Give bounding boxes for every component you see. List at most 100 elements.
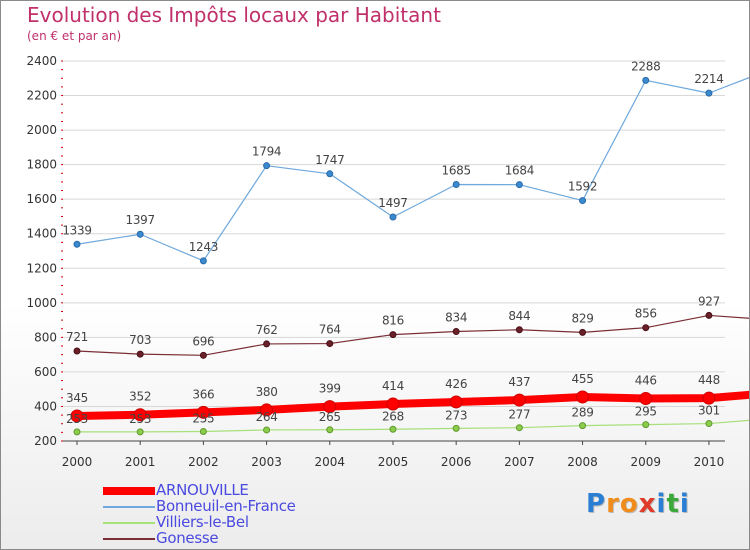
data-point-gonesse	[579, 328, 587, 336]
data-label-arnouville: 345	[66, 391, 88, 405]
data-label-bonneuil-en-france: 1497	[378, 196, 407, 210]
data-label-villiers-le-bel: 264	[256, 410, 278, 424]
legend-label: Gonesse	[156, 529, 219, 547]
x-tick-label: 2004	[315, 455, 346, 469]
legend-label: ARNOUVILLE	[156, 481, 249, 499]
legend-swatch	[103, 487, 155, 495]
x-tick-label: 2000	[62, 455, 93, 469]
x-tick-label: 2003	[251, 455, 282, 469]
data-label-arnouville: 448	[698, 373, 720, 387]
data-point-arnouville	[702, 391, 716, 405]
legend-label: Bonneuil-en-France	[156, 497, 296, 515]
x-tick-label: 2008	[567, 455, 598, 469]
data-label-gonesse: 844	[508, 309, 530, 323]
data-point-gonesse	[199, 351, 207, 359]
data-point-villiers-le-bel	[705, 420, 713, 428]
x-tick-label: 2005	[378, 455, 409, 469]
data-point-arnouville	[133, 408, 147, 422]
data-label-gonesse: 834	[445, 310, 467, 324]
data-label-villiers-le-bel: 289	[572, 406, 594, 420]
series-line-villiers-le-bel	[77, 419, 749, 433]
data-label-bonneuil-en-france: 1243	[189, 240, 218, 254]
data-label-villiers-le-bel: 265	[319, 410, 341, 424]
legend-swatch	[103, 522, 155, 524]
data-point-villiers-le-bel	[515, 424, 523, 432]
data-label-gonesse: 703	[129, 333, 151, 347]
data-point-villiers-le-bel	[579, 422, 587, 430]
y-tick-label: 2000	[26, 123, 57, 137]
x-tick-label: 2006	[441, 455, 472, 469]
series-line-arnouville	[76, 390, 749, 420]
logo-letter: x	[638, 489, 657, 519]
data-point-gonesse	[136, 350, 144, 358]
data-point-arnouville	[386, 397, 400, 411]
x-tick-label: 2001	[125, 455, 156, 469]
series-line-bonneuil-en-france	[76, 77, 749, 262]
y-tick-label: 1000	[26, 296, 57, 310]
logo-letter: i	[656, 489, 667, 519]
data-label-arnouville: 366	[192, 387, 214, 401]
data-label-gonesse: 856	[635, 307, 657, 321]
data-label-arnouville: 380	[256, 385, 278, 399]
y-tick-label: 2200	[26, 89, 57, 103]
data-label-gonesse: 696	[192, 334, 214, 348]
data-point-bonneuil-en-france	[73, 240, 81, 248]
x-tick-label: 2002	[188, 455, 219, 469]
data-label-bonneuil-en-france: 1684	[505, 164, 534, 178]
data-point-arnouville	[576, 390, 590, 404]
data-label-bonneuil-en-france: 1592	[568, 180, 597, 194]
data-label-bonneuil-en-france: 2288	[631, 59, 660, 73]
data-point-bonneuil-en-france	[263, 162, 271, 170]
data-point-gonesse	[263, 340, 271, 348]
data-point-arnouville	[70, 409, 84, 423]
data-label-villiers-le-bel: 253	[129, 412, 151, 426]
data-point-bonneuil-en-france	[389, 213, 397, 221]
y-tick-label: 1200	[26, 261, 57, 275]
chart-title: Evolution des Impôts locaux par Habitant	[27, 3, 441, 27]
legend-swatch	[103, 538, 155, 540]
x-tick-label: 2009	[630, 455, 661, 469]
data-label-bonneuil-en-france: 1747	[315, 153, 344, 167]
data-label-gonesse: 762	[256, 323, 278, 337]
data-point-gonesse	[705, 311, 713, 319]
data-label-gonesse: 829	[572, 311, 594, 325]
data-label-villiers-le-bel: 295	[635, 405, 657, 419]
data-point-villiers-le-bel	[199, 428, 207, 435]
data-label-villiers-le-bel: 253	[66, 412, 88, 426]
data-label-gonesse: 721	[66, 330, 88, 344]
logo-letter: o	[619, 489, 639, 519]
y-tick-label: 200	[34, 434, 57, 448]
data-point-bonneuil-en-france	[579, 197, 587, 205]
logo-letter: r	[606, 489, 620, 519]
data-label-arnouville: 455	[572, 372, 594, 386]
data-point-gonesse	[326, 340, 334, 348]
y-tick-label: 800	[34, 330, 57, 344]
chart-subtitle: (en € et par an)	[27, 29, 122, 43]
data-point-arnouville	[639, 392, 653, 406]
data-label-bonneuil-en-france: 2214	[694, 72, 723, 86]
data-label-arnouville: 399	[319, 382, 341, 396]
data-point-villiers-le-bel	[263, 426, 271, 434]
data-label-arnouville: 426	[445, 377, 467, 391]
data-label-gonesse: 764	[319, 323, 341, 337]
data-label-arnouville: 352	[129, 390, 151, 404]
data-point-arnouville	[449, 395, 463, 409]
data-label-arnouville: 437	[508, 375, 530, 389]
legend-swatch	[103, 506, 155, 508]
y-tick-label: 600	[34, 365, 57, 379]
data-point-villiers-le-bel	[642, 421, 650, 429]
data-label-bonneuil-en-france: 1397	[126, 213, 155, 227]
data-label-villiers-le-bel: 273	[445, 408, 467, 422]
y-tick-label: 400	[34, 399, 57, 413]
data-point-villiers-le-bel	[73, 428, 81, 436]
legend-label: Villiers-le-Bel	[156, 513, 249, 531]
data-point-bonneuil-en-france	[199, 257, 207, 265]
data-point-bonneuil-en-france	[515, 181, 523, 189]
y-tick-label: 1800	[26, 158, 57, 172]
data-point-arnouville	[260, 403, 274, 417]
logo-letter: P	[586, 489, 607, 519]
data-label-villiers-le-bel: 268	[382, 409, 404, 423]
logo-letter: t	[666, 489, 680, 519]
data-label-arnouville: 414	[382, 379, 404, 393]
